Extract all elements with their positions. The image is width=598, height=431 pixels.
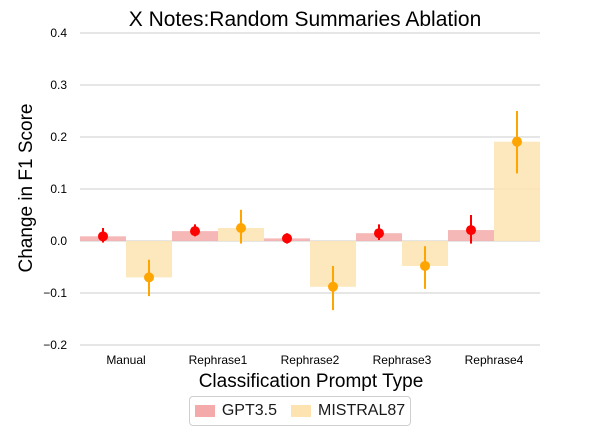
y-tick-label: 0.4 [50,26,67,40]
y-tick-label: 0.2 [50,130,67,144]
x-tick-label: Rephrase4 [465,353,524,367]
y-axis-label: Change in F1 Score [16,104,37,273]
point-mistral87 [236,223,246,233]
legend: GPT3.5 MISTRAL87 [189,396,411,426]
y-tick-label: −0.1 [43,286,67,300]
x-tick-label: Rephrase2 [281,353,340,367]
x-tick-label: Rephrase1 [189,353,248,367]
tick-labels-layer: −0.2 −0.1 0.0 0.1 0.2 0.3 0.4 Manual Rephrase1 Re… [43,26,523,367]
legend-label-mistral87: MISTRAL87 [318,402,406,419]
error-bars-layer [98,111,522,311]
point-mistral87 [144,272,154,283]
point-gpt35 [466,225,476,236]
legend-swatch-gpt35 [194,405,215,417]
y-tick-label: 0.0 [50,234,67,248]
point-gpt35 [98,231,108,242]
x-tick-label: Manual [106,353,145,367]
point-mistral87 [420,260,430,271]
y-tick-label: −0.2 [43,338,67,352]
x-tick-label: Rephrase3 [373,353,432,367]
grid-lines [80,32,540,346]
legend-item-gpt35: GPT3.5 [194,402,277,420]
chart-title: X Notes:Random Summaries Ablation [129,8,482,31]
point-gpt35 [374,228,384,239]
bars-layer [80,141,540,287]
legend-label-gpt35: GPT3.5 [221,402,277,419]
y-tick-label: 0.3 [50,78,67,92]
point-mistral87 [512,136,522,147]
point-gpt35 [190,226,200,237]
legend-swatch-mistral87 [291,405,311,417]
y-tick-label: 0.1 [50,182,67,196]
point-mistral87 [328,281,338,292]
point-gpt35 [282,233,292,244]
legend-item-mistral87: MISTRAL87 [291,402,405,420]
x-axis-label: Classification Prompt Type [199,371,424,392]
